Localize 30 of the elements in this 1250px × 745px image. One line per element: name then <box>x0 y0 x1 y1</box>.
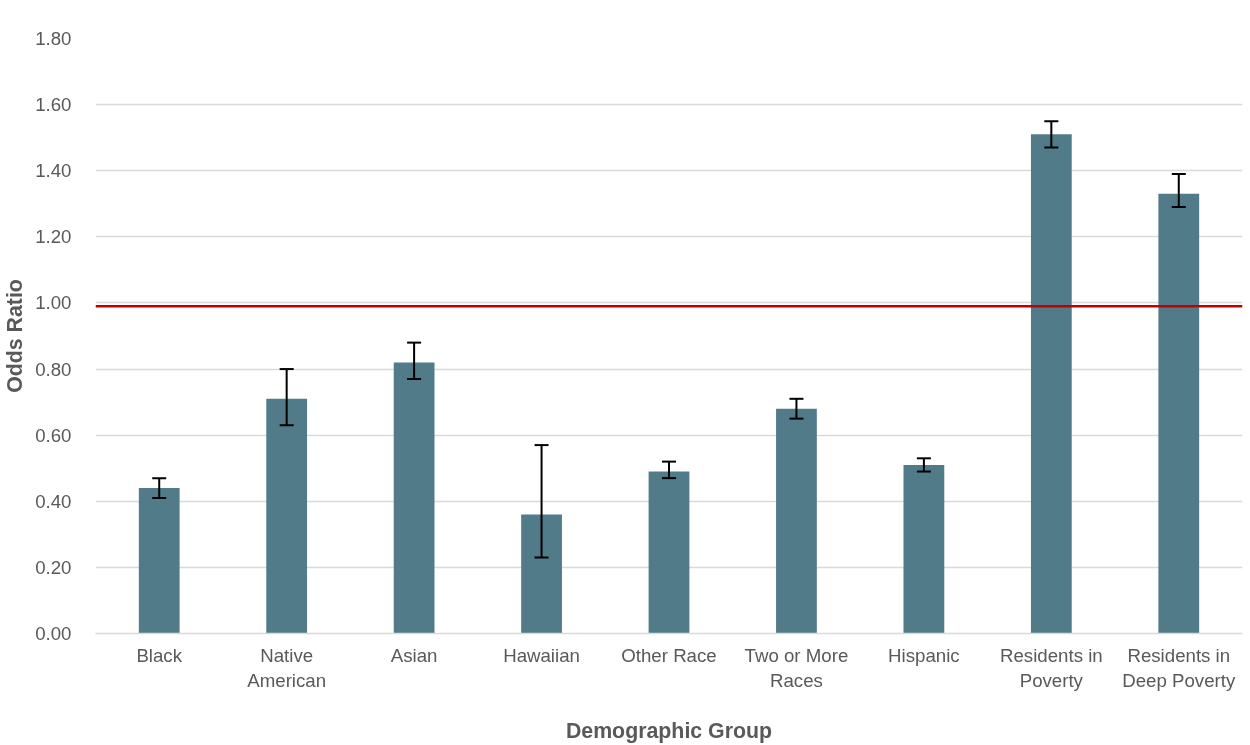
y-tick-label: 1.60 <box>35 94 72 116</box>
bar <box>1158 193 1200 634</box>
y-tick-label: 0.40 <box>35 490 72 512</box>
bar <box>776 408 817 634</box>
bar <box>393 362 435 634</box>
x-tick-label: Residents in Poverty <box>1000 644 1103 691</box>
bar <box>521 514 562 634</box>
y-tick-label: 0.00 <box>35 623 72 644</box>
x-tick-label: Other Race <box>621 644 717 666</box>
y-tick-label: 1.40 <box>35 160 72 182</box>
x-tick-label: Residents in Deep Poverty <box>1122 644 1236 691</box>
x-tick-label: Native American <box>247 644 327 691</box>
y-axis-title: Odds Ratio <box>3 279 28 393</box>
y-tick-label: 1.00 <box>35 292 72 314</box>
x-tick-label: Asian <box>390 644 438 666</box>
x-axis-title: Demographic Group <box>565 718 773 743</box>
bar <box>1030 134 1072 634</box>
x-tick-label: Hispanic <box>888 644 960 666</box>
bar <box>266 398 308 634</box>
x-tick-label: Hawaiian <box>503 644 580 666</box>
y-tick-label: 0.20 <box>35 556 72 578</box>
x-tick-label: Black <box>136 644 183 666</box>
bar <box>903 464 945 634</box>
y-tick-label: 0.80 <box>35 358 72 380</box>
x-tick-label: Two or More Races <box>744 644 849 691</box>
y-tick-label: 0.60 <box>35 424 72 446</box>
y-tick-label: 1.20 <box>35 226 72 248</box>
bar <box>648 471 690 634</box>
y-tick-label: 1.80 <box>35 28 72 49</box>
bar <box>138 488 180 634</box>
